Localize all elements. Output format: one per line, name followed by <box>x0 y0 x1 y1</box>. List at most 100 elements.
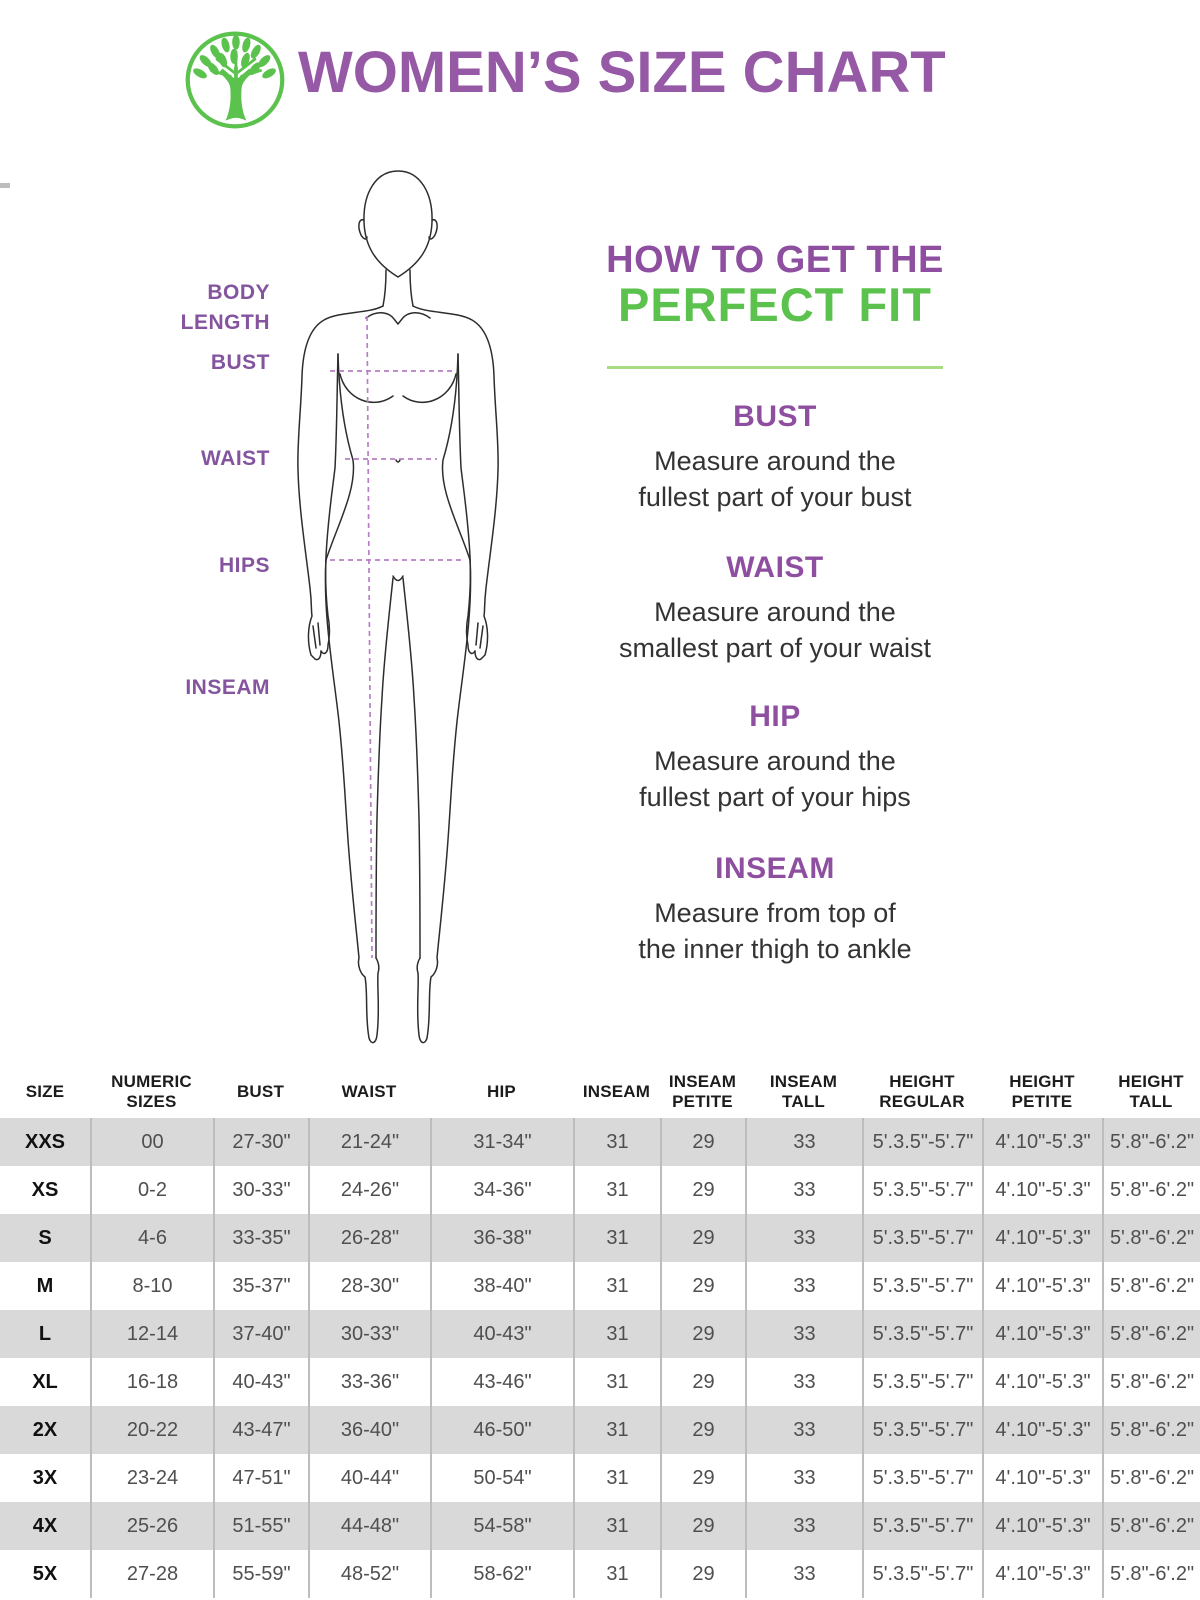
value-cell: 5'.3.5"-5'.7" <box>862 1214 982 1262</box>
value-cell: 31 <box>573 1262 660 1310</box>
size-cell: XS <box>31 1178 59 1201</box>
table-header-row: SIZE NUMERIC SIZES BUST WAIST HIP INSEAM INSEA… <box>0 1065 1200 1118</box>
value-cell: 5'.3.5"-5'.7" <box>862 1310 982 1358</box>
value-cell: 29 <box>660 1454 745 1502</box>
value-cell: 29 <box>660 1502 745 1550</box>
section-body: Measure around the fullest part of your … <box>639 746 911 812</box>
value-cell: 29 <box>660 1310 745 1358</box>
value-cell: 4'.10"-5'.3" <box>982 1214 1102 1262</box>
value-cell: 25-26 <box>90 1502 213 1550</box>
value-cell: 35-37" <box>213 1262 308 1310</box>
value-cell: 5'.8"-6'.2" <box>1102 1550 1200 1598</box>
edge-artifact <box>0 183 10 188</box>
value-cell: 40-44" <box>308 1454 430 1502</box>
size-cell: 2X <box>32 1418 58 1441</box>
value-cell: 33 <box>745 1358 862 1406</box>
value-cell: 4'.10"-5'.3" <box>982 1406 1102 1454</box>
howto-section-waist: WAIST Measure around the smallest part of… <box>565 551 985 666</box>
value-cell: 47-51" <box>213 1454 308 1502</box>
howto-title-line2: PERFECT FIT <box>618 278 932 331</box>
value-cell: 4'.10"-5'.3" <box>982 1262 1102 1310</box>
value-cell: 36-38" <box>430 1214 573 1262</box>
value-cell: 33 <box>745 1502 862 1550</box>
howto-sections: BUST Measure around the fullest part of y… <box>565 0 985 1000</box>
value-cell: 5'.3.5"-5'.7" <box>862 1358 982 1406</box>
value-cell: 58-62" <box>430 1550 573 1598</box>
value-cell: 37-40" <box>213 1310 308 1358</box>
value-cell: 5'.3.5"-5'.7" <box>862 1118 982 1166</box>
column-header-numeric-sizes: NUMERIC SIZES <box>111 1071 192 1111</box>
value-cell: 43-46" <box>430 1358 573 1406</box>
value-cell: 5'.8"-6'.2" <box>1102 1310 1200 1358</box>
value-cell: 27-28 <box>90 1550 213 1598</box>
table-row-3x: 3X 23-24 47-51" 40-44" 50-54" 31 29 33 5'.3.5"-5… <box>0 1454 1200 1502</box>
value-cell: 24-26" <box>308 1166 430 1214</box>
table-row-4x: 4X 25-26 51-55" 44-48" 54-58" 31 29 33 5'.3.5"-5… <box>0 1502 1200 1550</box>
value-cell: 38-40" <box>430 1262 573 1310</box>
value-cell: 33 <box>745 1454 862 1502</box>
table-row-xs: XS 0-2 30-33" 24-26" 34-36" 31 29 33 5'.3.5"-5'.… <box>0 1166 1200 1214</box>
value-cell: 33-36" <box>308 1358 430 1406</box>
value-cell: 5'.3.5"-5'.7" <box>862 1502 982 1550</box>
column-header-size: SIZE <box>25 1081 65 1101</box>
column-header-inseam-petite: INSEAM PETITE <box>668 1071 737 1111</box>
table-row-xl: XL 16-18 40-43" 33-36" 43-46" 31 29 33 5'.3.5"-5… <box>0 1358 1200 1406</box>
value-cell: 29 <box>660 1166 745 1214</box>
table-row-5x: 5X 27-28 55-59" 48-52" 58-62" 31 29 33 5'.3.5"-5… <box>0 1550 1200 1598</box>
value-cell: 5'.8"-6'.2" <box>1102 1454 1200 1502</box>
value-cell: 4'.10"-5'.3" <box>982 1454 1102 1502</box>
figure-label-bust: BUST <box>210 351 270 374</box>
column-header-height-petite: HEIGHT PETITE <box>1009 1071 1075 1111</box>
tree-logo-icon <box>185 31 285 129</box>
value-cell: 5'.3.5"-5'.7" <box>862 1406 982 1454</box>
value-cell: 5'.8"-6'.2" <box>1102 1214 1200 1262</box>
value-cell: 20-22 <box>90 1406 213 1454</box>
value-cell: 0-2 <box>90 1166 213 1214</box>
column-header-waist: WAIST <box>341 1081 397 1101</box>
value-cell: 5'.8"-6'.2" <box>1102 1502 1200 1550</box>
value-cell: 4'.10"-5'.3" <box>982 1166 1102 1214</box>
howto-section-hip: HIP Measure around the fullest part of yo… <box>565 700 985 815</box>
size-cell: M <box>36 1274 54 1297</box>
table-body: XXS 00 27-30" 21-24" 31-34" 31 29 33 5'.3.5"-5'.… <box>0 1118 1200 1598</box>
value-cell: 50-54" <box>430 1454 573 1502</box>
figure-label-hips: HIPS <box>218 554 270 577</box>
figure-label-waist: WAIST <box>201 447 270 470</box>
value-cell: 31 <box>573 1166 660 1214</box>
howto-header: HOW TO GET THE PERFECT FIT <box>565 240 985 369</box>
table-row-s: S 4-6 33-35" 26-28" 36-38" 31 29 33 5'.3.5"-5'.7… <box>0 1214 1200 1262</box>
value-cell: 33-35" <box>213 1214 308 1262</box>
value-cell: 30-33" <box>308 1310 430 1358</box>
value-cell: 31 <box>573 1502 660 1550</box>
value-cell: 51-55" <box>213 1502 308 1550</box>
value-cell: 34-36" <box>430 1166 573 1214</box>
size-table: SIZE NUMERIC SIZES BUST WAIST HIP INSEAM INSEA… <box>0 1065 1200 1598</box>
table-row-l: L 12-14 37-40" 30-33" 40-43" 31 29 33 5'.3.5"-5'… <box>0 1310 1200 1358</box>
value-cell: 29 <box>660 1214 745 1262</box>
size-cell: XL <box>32 1370 58 1393</box>
section-heading: BUST <box>733 400 817 433</box>
value-cell: 5'.3.5"-5'.7" <box>862 1454 982 1502</box>
value-cell: 33 <box>745 1310 862 1358</box>
value-cell: 5'.8"-6'.2" <box>1102 1166 1200 1214</box>
table-row-m: M 8-10 35-37" 28-30" 38-40" 31 29 33 5'.3.5"-5'.… <box>0 1262 1200 1310</box>
value-cell: 5'.3.5"-5'.7" <box>862 1166 982 1214</box>
howto-section-inseam: INSEAM Measure from top of the inner thig… <box>565 852 985 967</box>
value-cell: 33 <box>745 1166 862 1214</box>
body-length-line <box>366 315 373 959</box>
value-cell: 43-47" <box>213 1406 308 1454</box>
value-cell: 44-48" <box>308 1502 430 1550</box>
value-cell: 12-14 <box>90 1310 213 1358</box>
value-cell: 29 <box>660 1358 745 1406</box>
value-cell: 33 <box>745 1406 862 1454</box>
value-cell: 00 <box>90 1118 213 1166</box>
value-cell: 29 <box>660 1118 745 1166</box>
column-header-inseam: INSEAM <box>582 1081 651 1101</box>
value-cell: 4'.10"-5'.3" <box>982 1310 1102 1358</box>
body-figure-illustration <box>297 170 499 1044</box>
value-cell: 4-6 <box>90 1214 213 1262</box>
value-cell: 31 <box>573 1358 660 1406</box>
value-cell: 29 <box>660 1262 745 1310</box>
value-cell: 33 <box>745 1118 862 1166</box>
